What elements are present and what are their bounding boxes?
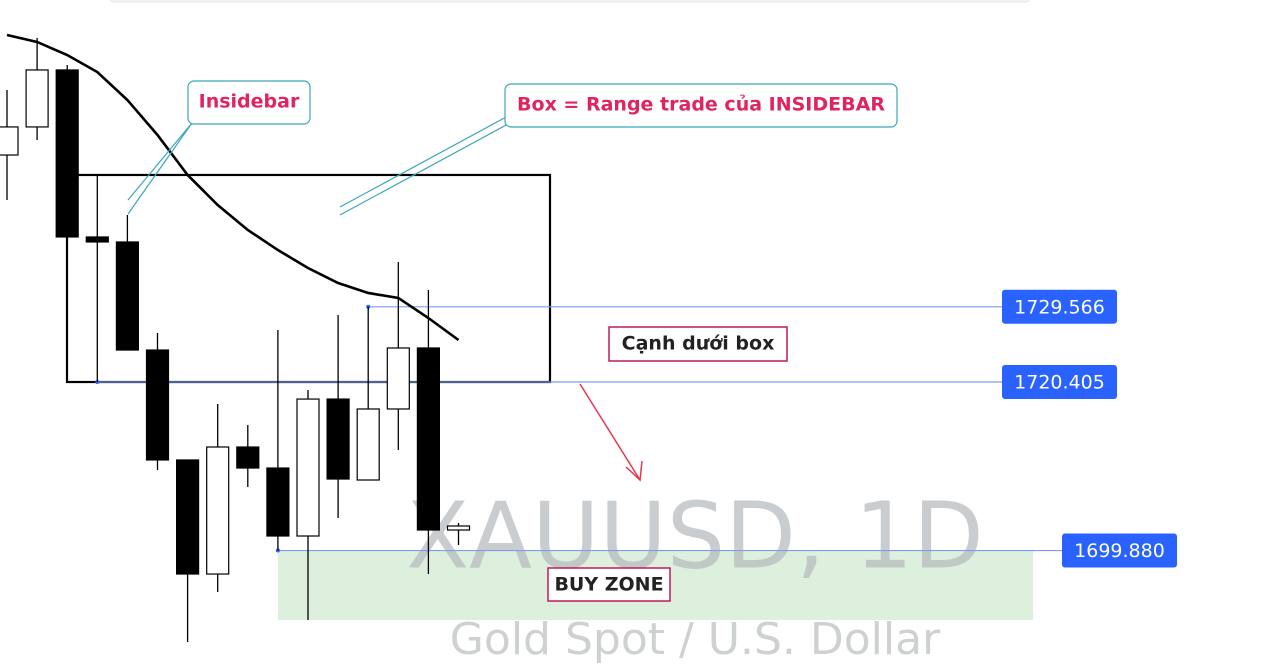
candle-body [386,347,410,410]
candle-body [206,446,230,575]
callout-line [339,115,509,208]
annotation-text: Box = Range trade của INSIDEBAR [517,94,885,116]
price-labels: 1729.566 1720.405 1699.880 [1002,289,1177,568]
callout-line [339,123,509,216]
annotations: Insidebar Box = Range trade của INSIDEBA… [127,80,898,602]
candle-body [85,236,109,243]
plot [0,33,1062,643]
annotation-box [608,326,788,362]
candle-body [115,241,140,351]
range-box [65,173,552,384]
moving-average [6,33,460,342]
annotation-box [187,80,311,125]
candle-body [356,408,380,481]
watermark: XAUUSD, 1D [406,482,984,589]
candle-body [416,347,440,531]
annotation-box [504,83,898,128]
annotation-text: Insidebar [199,91,300,113]
candle-body [446,525,471,531]
annotation-text: BUY ZONE [554,574,663,596]
candle-body [236,446,260,469]
price-label: 1699.880 [1074,540,1165,562]
candle-body [55,69,79,238]
candle-body [296,398,320,537]
arrow [579,383,641,481]
price-label: 1729.566 [1014,296,1105,318]
candle-body [326,398,350,480]
arrow-head [625,460,643,482]
annotation-text: Cạnh dưới box [622,333,775,355]
candle-body [25,69,49,128]
top-toolbar [109,0,1031,3]
callout-line [127,122,193,201]
candle-body [145,349,170,461]
callout-line [127,122,193,215]
price-label-box [1062,533,1177,568]
candle-body [0,126,19,156]
annotation-box [547,567,671,602]
price-label-box [1002,365,1117,400]
candle-body [266,467,290,537]
price-label-box [1002,289,1117,324]
watermark-subtitle: Gold Spot / U.S. Dollar [450,614,941,665]
candle-body [176,459,200,575]
price-label: 1720.405 [1014,372,1105,394]
